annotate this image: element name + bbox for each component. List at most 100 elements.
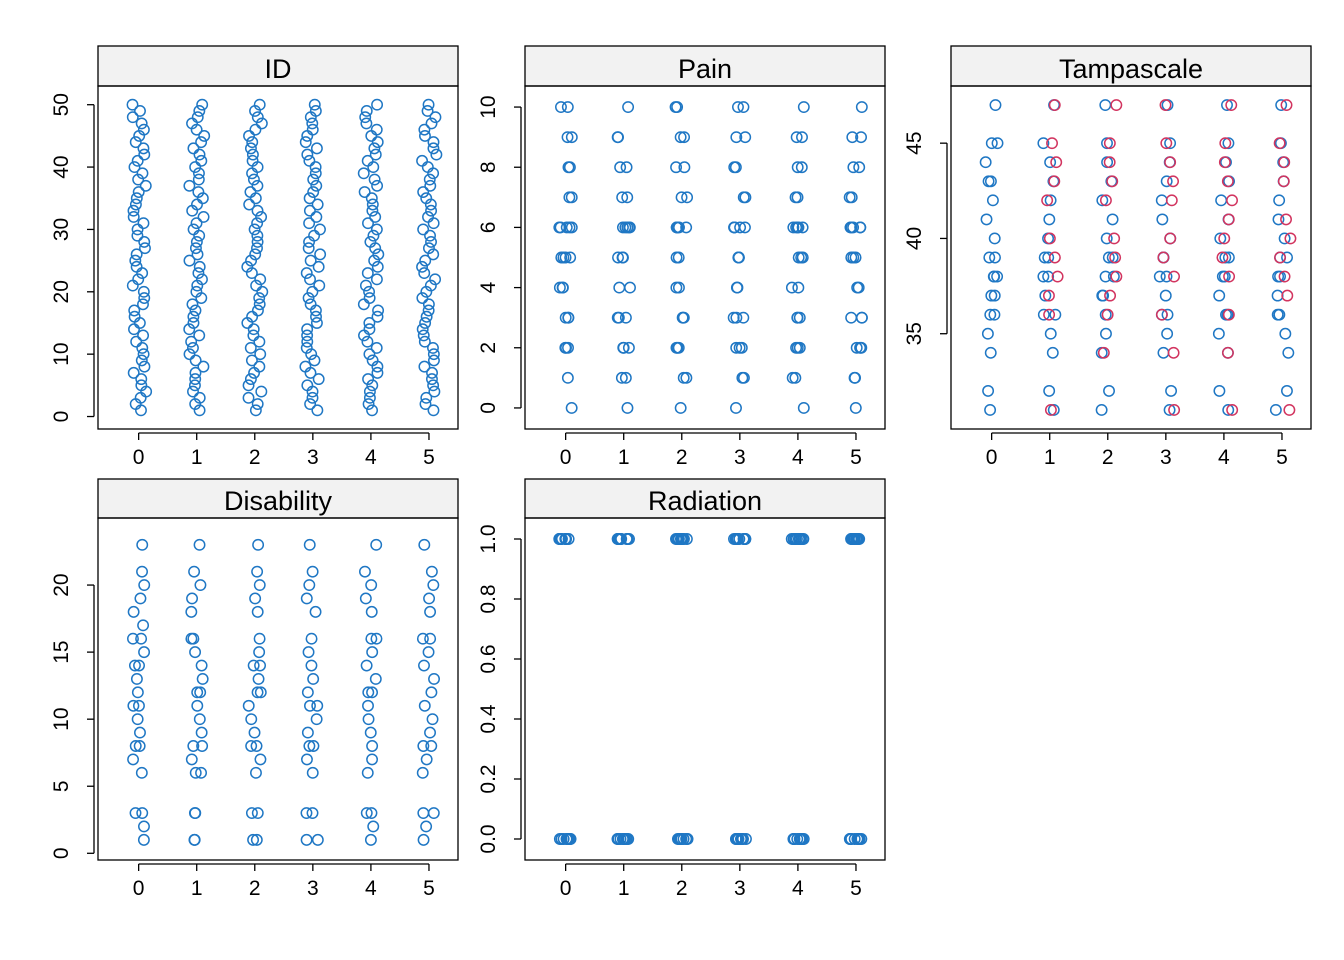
data-point	[1223, 270, 1236, 283]
data-point	[308, 98, 321, 111]
data-point	[424, 605, 437, 618]
data-point	[786, 371, 799, 384]
y-tick-label: 20	[50, 280, 73, 303]
x-tick-label: 4	[365, 446, 377, 469]
data-point	[678, 131, 691, 144]
plot-frame	[524, 517, 886, 861]
plot-frame	[524, 85, 886, 430]
data-point	[314, 223, 326, 236]
data-point	[554, 221, 567, 234]
data-point	[624, 281, 636, 294]
data-point	[417, 833, 430, 846]
x-tick-label: 5	[850, 877, 862, 900]
data-point	[245, 807, 258, 820]
data-point	[1225, 99, 1238, 112]
data-point	[1157, 251, 1170, 264]
data-point	[1280, 213, 1292, 226]
data-point	[988, 308, 1001, 321]
data-point	[427, 248, 440, 261]
data-point	[422, 211, 434, 223]
data-point	[193, 538, 206, 551]
data-point	[307, 186, 320, 198]
data-point	[134, 726, 146, 739]
y-tick-label: 0.2	[477, 764, 500, 793]
data-point	[246, 148, 259, 161]
data-point	[246, 167, 259, 180]
data-point	[363, 348, 376, 361]
data-point	[361, 267, 374, 280]
data-point	[1168, 270, 1180, 283]
data-point	[189, 766, 202, 779]
data-point	[312, 260, 325, 273]
data-point	[255, 117, 268, 130]
y-tick-label: 0	[477, 402, 500, 414]
data-point	[365, 192, 378, 205]
strip-header	[950, 45, 1312, 87]
data-point	[195, 136, 208, 149]
data-point	[564, 251, 577, 264]
data-point	[612, 251, 624, 264]
data-point	[366, 204, 379, 217]
data-point	[425, 117, 438, 130]
data-point	[306, 391, 319, 404]
data-point	[674, 401, 687, 414]
data-point	[371, 179, 384, 192]
data-point	[422, 298, 435, 311]
data-point	[672, 281, 685, 294]
data-point	[371, 260, 384, 273]
data-point	[187, 317, 200, 329]
data-point	[674, 131, 687, 144]
data-point	[791, 341, 804, 354]
data-point	[553, 533, 566, 545]
data-point	[242, 391, 255, 404]
data-point	[366, 354, 379, 367]
data-point	[300, 807, 313, 820]
data-point	[366, 740, 379, 752]
data-point	[676, 533, 689, 545]
data-point	[137, 298, 149, 311]
data-point	[301, 753, 313, 766]
x-tick-label: 4	[1218, 446, 1230, 469]
data-point	[1281, 251, 1293, 264]
data-point	[427, 348, 440, 361]
data-point	[245, 254, 258, 267]
data-point	[680, 221, 693, 234]
data-point	[186, 298, 199, 311]
data-point	[845, 833, 857, 845]
data-point	[675, 191, 688, 204]
x-tick-label: 0	[560, 877, 572, 900]
data-point	[737, 191, 750, 204]
data-point	[128, 323, 140, 336]
data-point	[620, 161, 633, 174]
data-point	[1273, 137, 1286, 150]
data-point	[1161, 327, 1174, 340]
data-point	[253, 98, 266, 111]
data-point	[132, 273, 145, 286]
data-point	[1271, 308, 1284, 321]
data-point	[302, 242, 315, 255]
data-point	[791, 191, 804, 204]
data-point	[565, 401, 578, 414]
data-point	[366, 198, 379, 211]
data-point	[358, 186, 371, 198]
x-tick-label: 1	[618, 446, 630, 469]
data-point	[191, 686, 204, 699]
data-point	[1106, 213, 1119, 226]
data-point	[621, 401, 634, 414]
data-point	[787, 221, 800, 234]
data-point	[1213, 384, 1226, 397]
data-point	[370, 341, 383, 354]
data-point	[727, 311, 740, 324]
data-point	[252, 672, 265, 685]
data-point	[731, 533, 744, 545]
data-point	[791, 161, 804, 174]
data-point	[136, 565, 148, 578]
data-point	[245, 740, 258, 752]
data-point	[739, 533, 752, 545]
data-point	[192, 267, 205, 280]
data-point	[135, 354, 148, 367]
data-point	[136, 341, 149, 354]
data-point	[1283, 403, 1296, 416]
data-point	[306, 766, 319, 779]
data-point	[188, 565, 201, 578]
